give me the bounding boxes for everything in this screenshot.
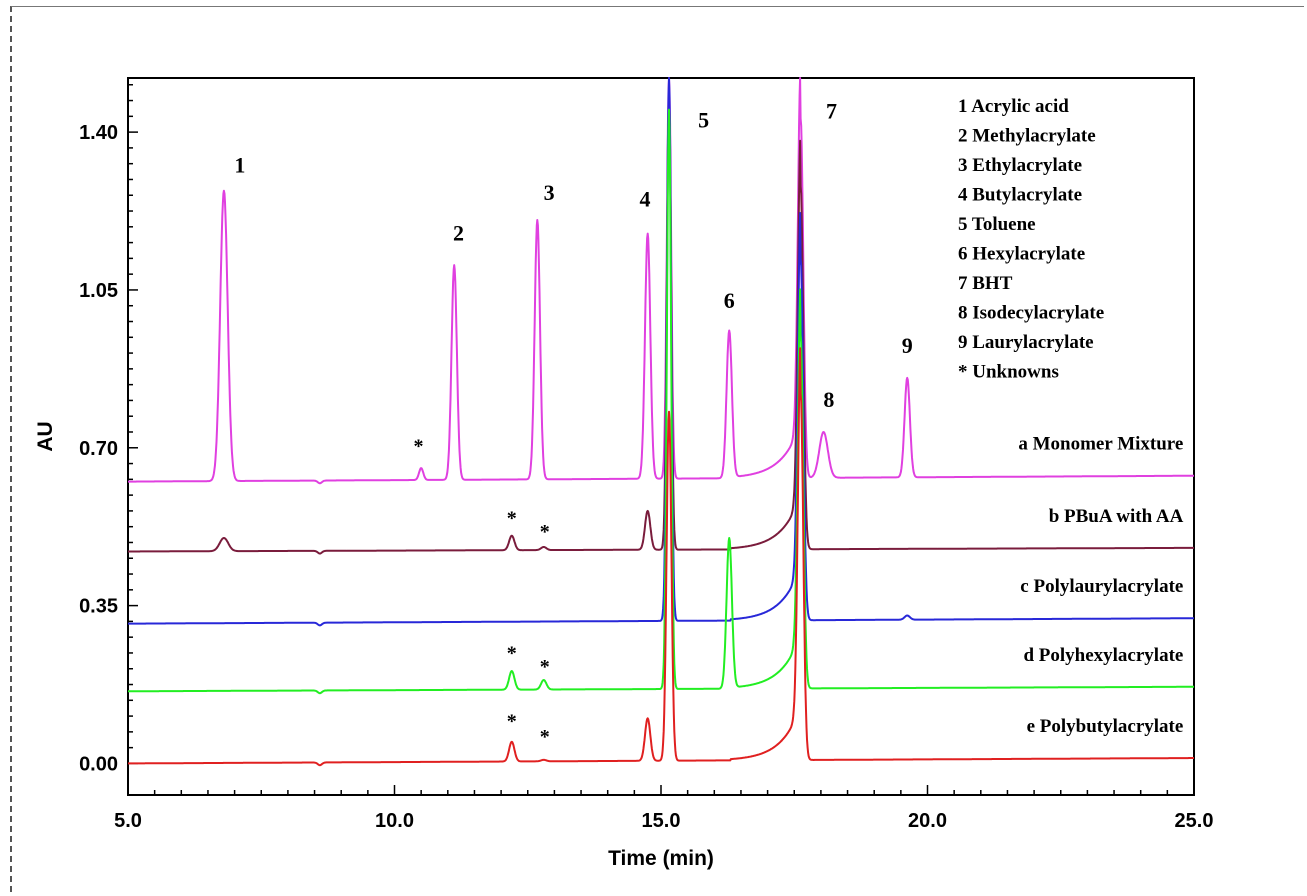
axis-ticks: 5.0 10.0 15.0 20.0 25.0 0.00 0.35 0.70 1.05 1.40 bbox=[79, 84, 1214, 832]
legend: 1 Acrylic acid 2 Methylacrylate 3 Ethylacr… bbox=[958, 96, 1104, 383]
series-group bbox=[127, 77, 1195, 767]
x-axis-title: Time (min) bbox=[608, 847, 714, 870]
legend-entry: 5 Toluene bbox=[958, 214, 1036, 235]
y-tick-label: 1.40 bbox=[79, 122, 118, 144]
trace-e bbox=[127, 347, 1195, 767]
peak-label: 1 bbox=[234, 153, 245, 178]
peak-label: 6 bbox=[724, 288, 735, 313]
unknown-marker: * bbox=[507, 710, 517, 732]
x-tick-label: 5.0 bbox=[114, 810, 142, 832]
y-tick-label: 0.00 bbox=[79, 753, 118, 775]
trace-d bbox=[127, 108, 1195, 695]
peak-label: 5 bbox=[698, 108, 709, 133]
unknown-marker: * bbox=[413, 435, 423, 457]
legend-entry: * Unknowns bbox=[958, 362, 1059, 383]
legend-entry: 8 Isodecylacrylate bbox=[958, 303, 1104, 324]
unknown-marker: * bbox=[540, 521, 550, 543]
legend-entry: 2 Methylacrylate bbox=[958, 126, 1096, 147]
annotations-group: a Monomer Mixture b PBuA with AA c Polylau… bbox=[234, 99, 1183, 749]
peak-label: 4 bbox=[640, 187, 651, 212]
x-tick-label: 20.0 bbox=[908, 810, 947, 832]
peak-label: 3 bbox=[544, 180, 555, 205]
figure-frame bbox=[10, 6, 1304, 892]
unknown-marker: * bbox=[507, 643, 517, 665]
x-tick-label: 15.0 bbox=[642, 810, 681, 832]
trace-label-b: b PBuA with AA bbox=[1049, 506, 1184, 527]
trace-label-e: e Polybutylacrylate bbox=[1027, 716, 1184, 737]
unknown-marker: * bbox=[507, 507, 517, 529]
x-tick-label: 10.0 bbox=[375, 810, 414, 832]
legend-entry: 7 BHT bbox=[958, 273, 1013, 294]
y-tick-label: 0.35 bbox=[79, 596, 118, 618]
peak-label: 7 bbox=[826, 99, 837, 124]
x-tick-label: 25.0 bbox=[1175, 810, 1214, 832]
peak-label: 9 bbox=[902, 333, 913, 358]
y-axis-title: AU bbox=[34, 421, 57, 451]
legend-entry: 6 Hexylacrylate bbox=[958, 244, 1085, 265]
trace-label-c: c Polylaurylacrylate bbox=[1020, 576, 1183, 597]
legend-entry: 1 Acrylic acid bbox=[958, 96, 1069, 117]
y-tick-label: 1.05 bbox=[79, 280, 118, 302]
legend-entry: 4 Butylacrylate bbox=[958, 185, 1082, 206]
trace-label-d: d Polyhexylacrylate bbox=[1023, 645, 1183, 666]
peak-label: 2 bbox=[453, 220, 464, 245]
trace-b bbox=[127, 95, 1195, 555]
legend-entry: 3 Ethylacrylate bbox=[958, 155, 1082, 176]
legend-entry: 9 Laurylacrylate bbox=[958, 332, 1094, 353]
peak-label: 8 bbox=[823, 387, 834, 412]
unknown-marker: * bbox=[540, 656, 550, 678]
trace-c bbox=[127, 77, 1195, 627]
unknown-marker: * bbox=[540, 726, 550, 748]
y-tick-label: 0.70 bbox=[79, 438, 118, 460]
trace-a bbox=[127, 77, 1195, 485]
trace-label-a: a Monomer Mixture bbox=[1018, 434, 1183, 455]
